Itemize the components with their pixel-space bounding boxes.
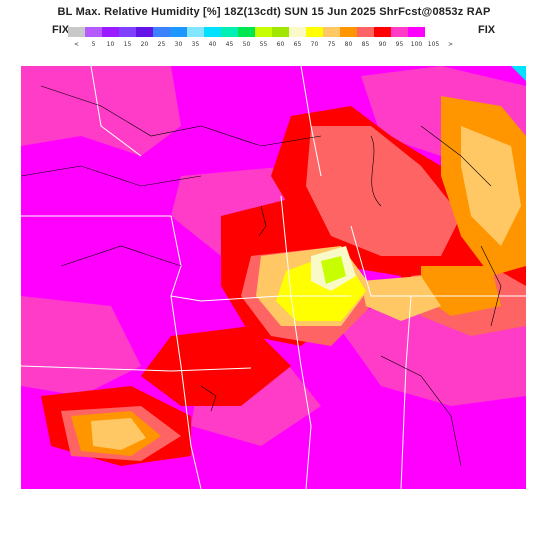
boundary-lines <box>21 66 526 489</box>
legend-swatch <box>187 27 204 37</box>
legend-swatch <box>153 27 170 37</box>
legend-swatch <box>391 27 408 37</box>
field-55 <box>321 256 346 284</box>
legend-swatch <box>306 27 323 37</box>
legend-tick-label: < <box>73 41 80 48</box>
legend-swatch <box>221 27 238 37</box>
legend-tick-label: 40 <box>208 41 217 48</box>
legend-tick-label: 45 <box>225 41 234 48</box>
legend-tick-label: 75 <box>327 41 336 48</box>
legend-tick-label: 50 <box>242 41 251 48</box>
legend-swatch <box>289 27 306 37</box>
humidity-map[interactable] <box>21 66 526 489</box>
legend-tick-label: 5 <box>91 41 96 48</box>
map-canvas <box>21 66 526 489</box>
legend-swatch <box>68 27 85 37</box>
legend-tick-label: 65 <box>293 41 302 48</box>
legend-tick-label: 80 <box>344 41 353 48</box>
legend-tick-label: 15 <box>123 41 132 48</box>
legend-tick-label: 20 <box>140 41 149 48</box>
legend-swatch <box>272 27 289 37</box>
legend-swatch <box>136 27 153 37</box>
legend-swatch <box>102 27 119 37</box>
legend-tick-label: 90 <box>378 41 387 48</box>
legend-ticks: <5 10 15 20 25 30 35 40 45 50 55 60 65 70 75 80 85 90 95 10… <box>68 41 459 48</box>
legend-swatch <box>323 27 340 37</box>
legend-swatch <box>374 27 391 37</box>
legend-tick-label: 105 <box>427 41 440 48</box>
legend-tick-label: 30 <box>174 41 183 48</box>
legend-tick-label: 85 <box>361 41 370 48</box>
color-legend <box>68 27 425 37</box>
map-title: BL Max. Relative Humidity [%] 18Z(13cdt)… <box>57 6 491 18</box>
legend-swatch <box>85 27 102 37</box>
fix-left-button[interactable]: FIX <box>52 24 70 36</box>
legend-swatch <box>357 27 374 37</box>
legend-tick-label: 95 <box>395 41 404 48</box>
legend-tick-label: 100 <box>410 41 423 48</box>
legend-swatch <box>119 27 136 37</box>
contour-lines <box>21 85 502 467</box>
legend-swatch <box>204 27 221 37</box>
legend-tick-label: 25 <box>157 41 166 48</box>
legend-tick-label: 35 <box>191 41 200 48</box>
fix-right-button[interactable]: FIX <box>478 24 496 36</box>
legend-tick-label: 55 <box>259 41 268 48</box>
field-40-corner <box>511 66 526 81</box>
legend-tick-label: 60 <box>276 41 285 48</box>
legend-tick-label: 10 <box>106 41 115 48</box>
legend-swatch <box>340 27 357 37</box>
legend-swatch <box>255 27 272 37</box>
legend-swatch <box>170 27 187 37</box>
legend-tick-label: 70 <box>310 41 319 48</box>
legend-swatch <box>408 27 425 37</box>
legend-tick-label: > <box>447 41 454 48</box>
legend-swatch <box>238 27 255 37</box>
